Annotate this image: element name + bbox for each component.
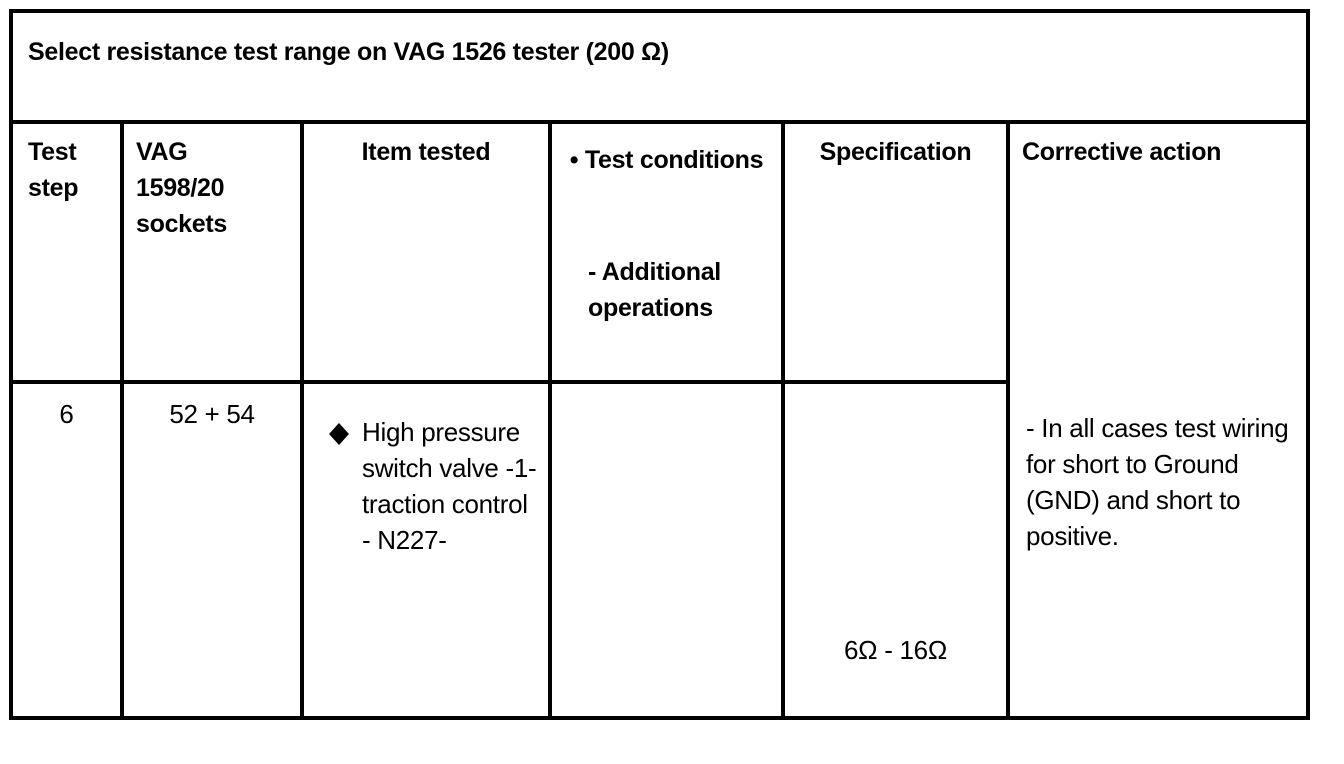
cell: 6 <box>59 399 74 429</box>
border <box>9 9 13 720</box>
column-header: Item tested <box>361 138 491 166</box>
column-header: • Test conditions <box>569 146 764 174</box>
column-header: Corrective action <box>1022 138 1222 166</box>
border <box>1006 120 1010 720</box>
cell: High pressure switch valve -1- traction … <box>362 417 537 555</box>
border <box>9 716 1310 720</box>
border <box>9 380 1009 384</box>
title: Select resistance test range on VAG 1526… <box>28 38 669 66</box>
border <box>300 120 304 720</box>
cell: 6Ω - 16Ω <box>844 635 947 665</box>
border <box>9 9 1310 13</box>
border <box>548 120 552 720</box>
border <box>1306 9 1310 720</box>
column-header: Specification <box>819 138 972 166</box>
cell: 52 + 54 <box>169 399 255 429</box>
border <box>120 120 124 720</box>
border <box>781 120 785 720</box>
column-header: Test step <box>28 138 79 202</box>
column-header: VAG 1598/20 sockets <box>136 138 228 238</box>
column-header: - Additional operations <box>588 258 721 322</box>
cell: - In all cases test wiring for short to … <box>1026 413 1289 551</box>
border <box>9 120 1310 124</box>
diamond-bullet <box>329 423 349 445</box>
